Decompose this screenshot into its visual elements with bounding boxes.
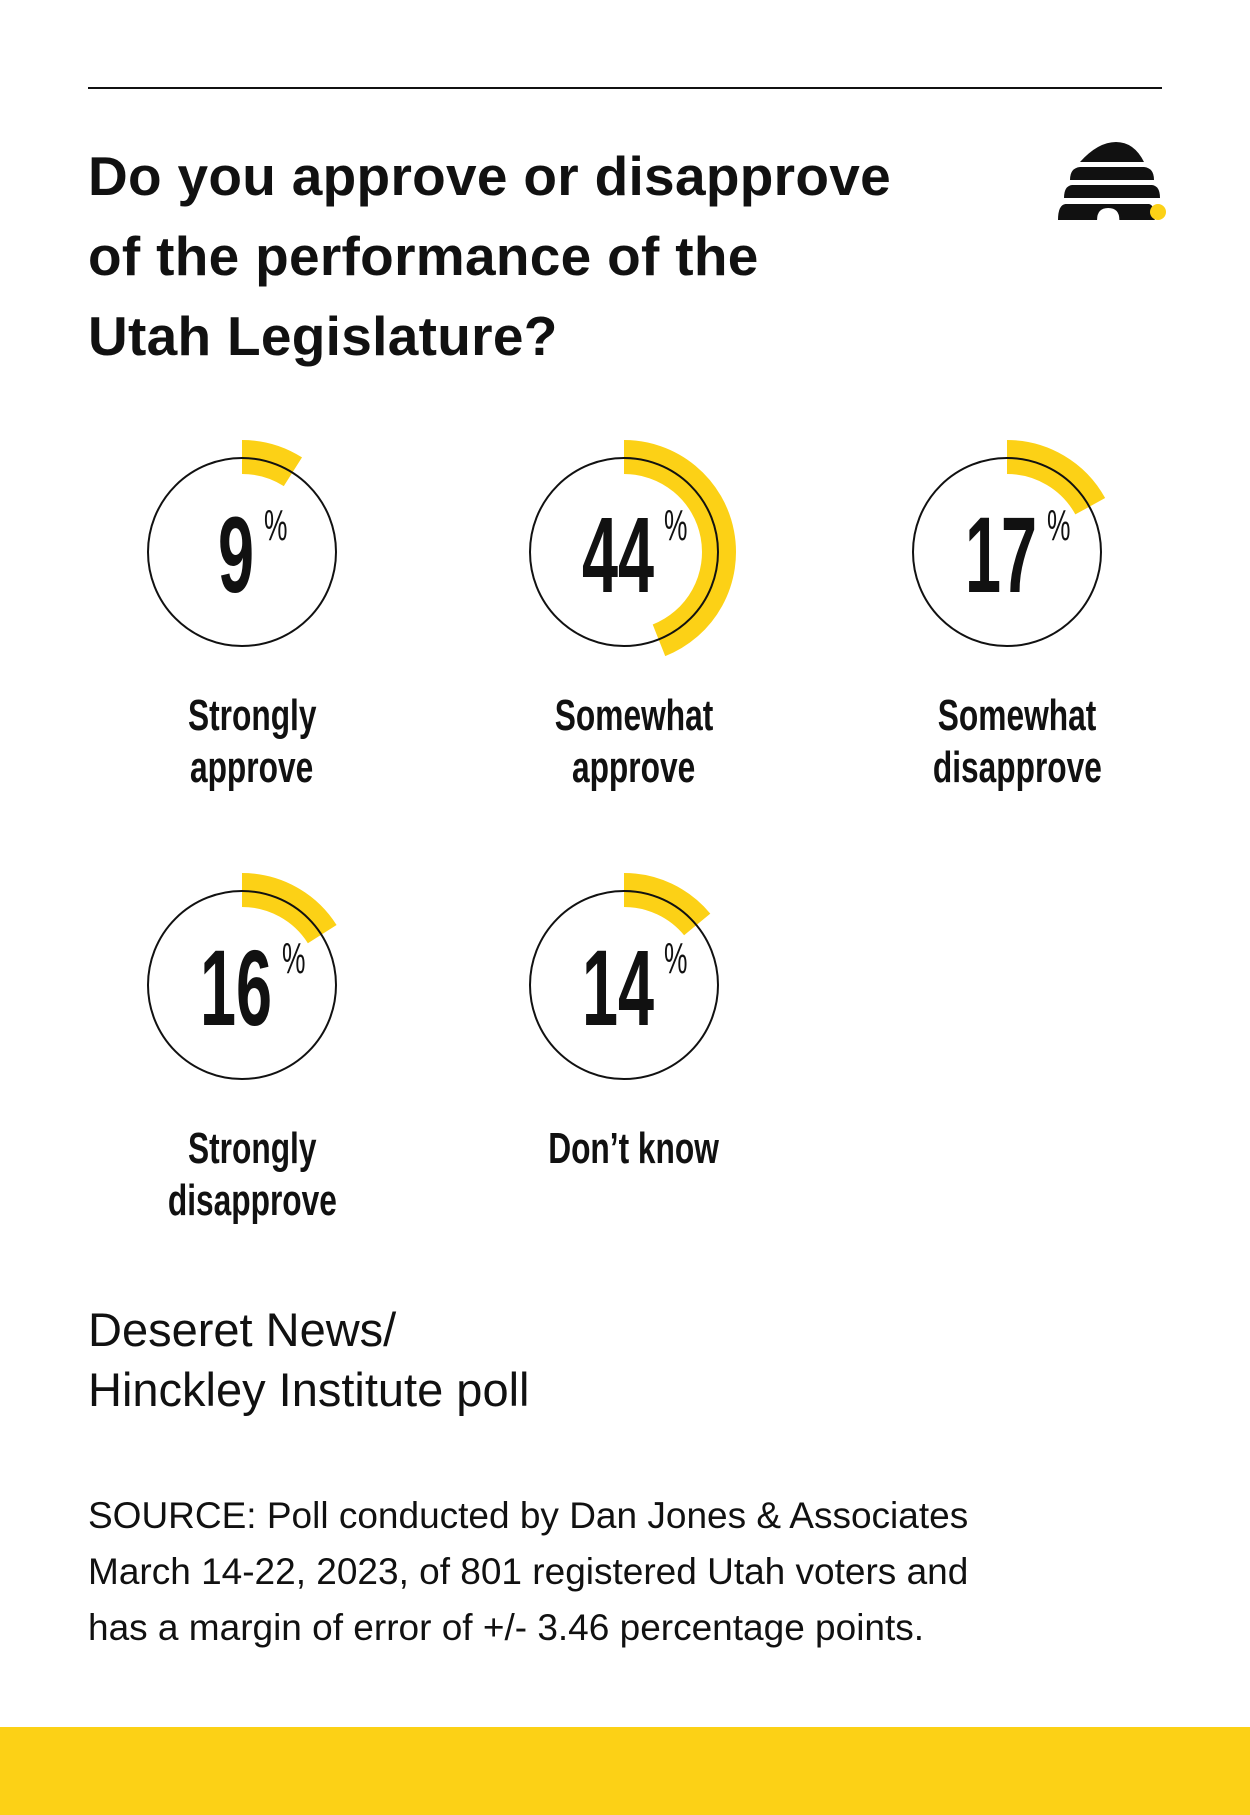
value-label: 17	[965, 494, 1037, 615]
value-arc	[623, 873, 711, 936]
value-label: 9	[218, 494, 254, 615]
category-label-line: Don’t know	[548, 1124, 720, 1173]
category-label-line: Somewhat	[937, 691, 1097, 740]
title-line: of the performance of the	[88, 225, 759, 287]
donut-ring	[147, 890, 337, 1080]
category-label-line: disapprove	[167, 1176, 337, 1225]
footer-bar	[0, 1727, 1250, 1815]
category-label: Strongly approve	[102, 690, 402, 794]
donut-item: 9%	[147, 440, 337, 647]
poll-name: Deseret News/ Hinckley Institute poll	[88, 1300, 529, 1420]
category-label: Don’t know	[484, 1123, 784, 1175]
donut-ring	[529, 890, 719, 1080]
title-line: Do you approve or disapprove	[88, 145, 891, 207]
percent-sign: %	[282, 933, 305, 983]
category-label: Somewhat approve	[484, 690, 784, 794]
poll-name-line: Deseret News/	[88, 1303, 397, 1356]
donut-charts: 9% 44% 17 %16% 14%	[147, 440, 1106, 1080]
donut-item: 44%	[529, 440, 736, 657]
top-rule	[88, 87, 1162, 89]
beehive-logo-icon	[1058, 142, 1166, 220]
category-label-line: Strongly	[187, 691, 317, 740]
donut-item: 17%	[912, 440, 1106, 647]
chart-title: Do you approve or disapprove of the perf…	[88, 136, 988, 376]
category-label: Strongly disapprove	[102, 1123, 402, 1227]
category-label-line: Strongly	[187, 1124, 317, 1173]
source-line: March 14-22, 2023, of 801 registered Uta…	[88, 1551, 969, 1592]
percent-sign: %	[1047, 500, 1070, 550]
percent-sign: %	[664, 933, 687, 983]
category-label-line: disapprove	[932, 743, 1102, 792]
donut-ring	[912, 457, 1102, 647]
category-label-line: approve	[572, 743, 696, 792]
category-label-line: approve	[190, 743, 314, 792]
donut-item: 14%	[529, 873, 719, 1080]
source-line: SOURCE: Poll conducted by Dan Jones & As…	[88, 1495, 969, 1536]
poll-name-line: Hinckley Institute poll	[88, 1363, 530, 1416]
value-label: 16	[200, 927, 272, 1048]
title-line: Utah Legislature?	[88, 305, 558, 367]
donut-ring	[529, 457, 719, 647]
percent-sign: %	[664, 500, 687, 550]
value-label: 44	[582, 494, 654, 615]
category-label: Somewhat disapprove	[867, 690, 1167, 794]
value-label: 14	[582, 927, 654, 1048]
source-note: SOURCE: Poll conducted by Dan Jones & As…	[88, 1488, 968, 1656]
category-label-line: Somewhat	[554, 691, 714, 740]
percent-sign: %	[264, 500, 287, 550]
source-line: has a margin of error of +/- 3.46 percen…	[88, 1607, 925, 1648]
donut-item: 16%	[147, 873, 337, 1080]
donut-ring	[147, 457, 337, 647]
